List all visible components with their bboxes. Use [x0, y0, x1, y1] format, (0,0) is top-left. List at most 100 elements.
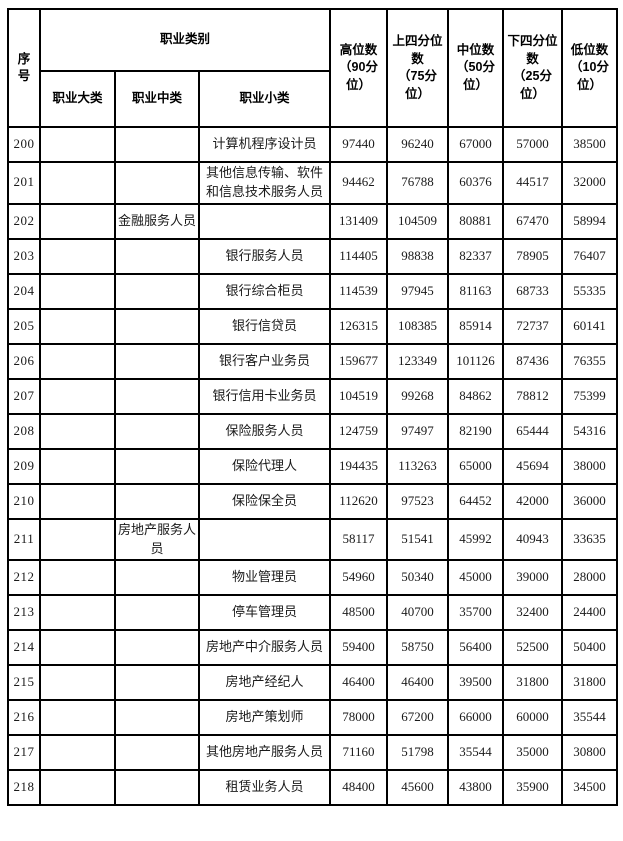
- cell-minor-category: 保险代理人: [198, 447, 331, 485]
- cell-median-value: 66000: [447, 699, 504, 737]
- cell-low-value: 75399: [561, 377, 618, 415]
- cell-q25-value: 52500: [502, 629, 563, 667]
- cell-serial-number: 209: [7, 447, 41, 485]
- cell-mid-category: [114, 559, 200, 597]
- cell-serial-number: 208: [7, 412, 41, 450]
- cell-high-value: 194435: [329, 447, 388, 485]
- cell-q25-value: 72737: [502, 307, 563, 345]
- cell-minor-category: 银行服务人员: [198, 237, 331, 275]
- cell-major-category: [39, 126, 116, 163]
- table-row: 211 房地产服务人员 58117 51541 45992 40943 33635: [7, 517, 618, 562]
- cell-q25-value: 67470: [502, 202, 563, 240]
- cell-q75-value: 113263: [386, 447, 449, 485]
- cell-high-value: 54960: [329, 559, 388, 597]
- cell-serial-number: 204: [7, 272, 41, 310]
- cell-median-value: 35700: [447, 594, 504, 632]
- cell-median-value: 82337: [447, 237, 504, 275]
- cell-major-category: [39, 272, 116, 310]
- cell-q25-value: 35900: [502, 769, 563, 807]
- cell-q75-value: 40700: [386, 594, 449, 632]
- cell-median-value: 82190: [447, 412, 504, 450]
- cell-minor-category: 保险保全员: [198, 482, 331, 520]
- cell-q75-value: 104509: [386, 202, 449, 240]
- header-mid-category: 职业中类: [114, 70, 200, 128]
- cell-major-category: [39, 377, 116, 415]
- cell-high-value: 94462: [329, 161, 388, 205]
- cell-major-category: [39, 237, 116, 275]
- cell-high-value: 78000: [329, 699, 388, 737]
- cell-serial-number: 215: [7, 664, 41, 702]
- cell-q75-value: 76788: [386, 161, 449, 205]
- header-row-top: 序 号 职业类别 高位数 （90分 位） 上四分位 数 （75分 位） 中位数 …: [7, 8, 618, 128]
- cell-q25-value: 35000: [502, 734, 563, 772]
- cell-high-value: 112620: [329, 482, 388, 520]
- cell-q75-value: 58750: [386, 629, 449, 667]
- cell-low-value: 32000: [561, 161, 618, 205]
- cell-low-value: 24400: [561, 594, 618, 632]
- cell-serial-number: 212: [7, 559, 41, 597]
- cell-high-value: 124759: [329, 412, 388, 450]
- cell-median-value: 60376: [447, 161, 504, 205]
- table-row: 204 银行综合柜员 114539 97945 81163 68733 55335: [7, 272, 618, 310]
- cell-major-category: [39, 664, 116, 702]
- table-row: 217 其他房地产服务人员 71160 51798 35544 35000 30800: [7, 734, 618, 772]
- cell-low-value: 33635: [561, 517, 618, 562]
- cell-median-value: 101126: [447, 342, 504, 380]
- cell-major-category: [39, 559, 116, 597]
- cell-q25-value: 68733: [502, 272, 563, 310]
- cell-q25-value: 45694: [502, 447, 563, 485]
- table-row: 207 银行信用卡业务员 104519 99268 84862 78812 75399: [7, 377, 618, 415]
- table-row: 208 保险服务人员 124759 97497 82190 65444 54316: [7, 412, 618, 450]
- cell-serial-number: 211: [7, 517, 41, 562]
- cell-q75-value: 67200: [386, 699, 449, 737]
- cell-serial-number: 216: [7, 699, 41, 737]
- table-row: 213 停车管理员 48500 40700 35700 32400 24400: [7, 594, 618, 632]
- cell-median-value: 85914: [447, 307, 504, 345]
- cell-mid-category: [114, 734, 200, 772]
- cell-high-value: 104519: [329, 377, 388, 415]
- table-row: 201 其他信息传输、软件和信息技术服务人员 94462 76788 60376 4451…: [7, 161, 618, 205]
- cell-minor-category: 银行信贷员: [198, 307, 331, 345]
- cell-high-value: 48500: [329, 594, 388, 632]
- cell-high-value: 58117: [329, 517, 388, 562]
- cell-q25-value: 39000: [502, 559, 563, 597]
- cell-minor-category: [198, 517, 331, 562]
- cell-major-category: [39, 517, 116, 562]
- cell-high-value: 97440: [329, 126, 388, 163]
- table-header: 序 号 职业类别 高位数 （90分 位） 上四分位 数 （75分 位） 中位数 …: [7, 8, 618, 128]
- cell-low-value: 36000: [561, 482, 618, 520]
- header-serial-number: 序 号: [7, 8, 41, 128]
- cell-mid-category: [114, 272, 200, 310]
- cell-q75-value: 50340: [386, 559, 449, 597]
- cell-low-value: 55335: [561, 272, 618, 310]
- header-high-90th-percentile: 高位数 （90分 位）: [329, 8, 388, 128]
- cell-median-value: 43800: [447, 769, 504, 807]
- cell-serial-number: 217: [7, 734, 41, 772]
- cell-q25-value: 31800: [502, 664, 563, 702]
- cell-low-value: 30800: [561, 734, 618, 772]
- cell-major-category: [39, 447, 116, 485]
- cell-high-value: 159677: [329, 342, 388, 380]
- cell-q25-value: 40943: [502, 517, 563, 562]
- cell-minor-category: 其他房地产服务人员: [198, 734, 331, 772]
- cell-median-value: 81163: [447, 272, 504, 310]
- cell-minor-category: 其他信息传输、软件和信息技术服务人员: [198, 161, 331, 205]
- cell-q75-value: 97945: [386, 272, 449, 310]
- table-row: 210 保险保全员 112620 97523 64452 42000 36000: [7, 482, 618, 520]
- cell-mid-category: [114, 161, 200, 205]
- header-upper-quartile-75th: 上四分位 数 （75分 位）: [386, 8, 449, 128]
- header-lower-quartile-25th: 下四分位 数 （25分 位）: [502, 8, 563, 128]
- table-row: 209 保险代理人 194435 113263 65000 45694 38000: [7, 447, 618, 485]
- cell-minor-category: 房地产经纪人: [198, 664, 331, 702]
- table-row: 200 计算机程序设计员 97440 96240 67000 57000 38500: [7, 126, 618, 163]
- cell-major-category: [39, 482, 116, 520]
- cell-mid-category: [114, 342, 200, 380]
- cell-q75-value: 51541: [386, 517, 449, 562]
- cell-mid-category: [114, 699, 200, 737]
- cell-q25-value: 78905: [502, 237, 563, 275]
- cell-minor-category: 物业管理员: [198, 559, 331, 597]
- cell-high-value: 71160: [329, 734, 388, 772]
- cell-median-value: 35544: [447, 734, 504, 772]
- header-row-sub: 职业大类 职业中类 职业小类: [8, 70, 617, 128]
